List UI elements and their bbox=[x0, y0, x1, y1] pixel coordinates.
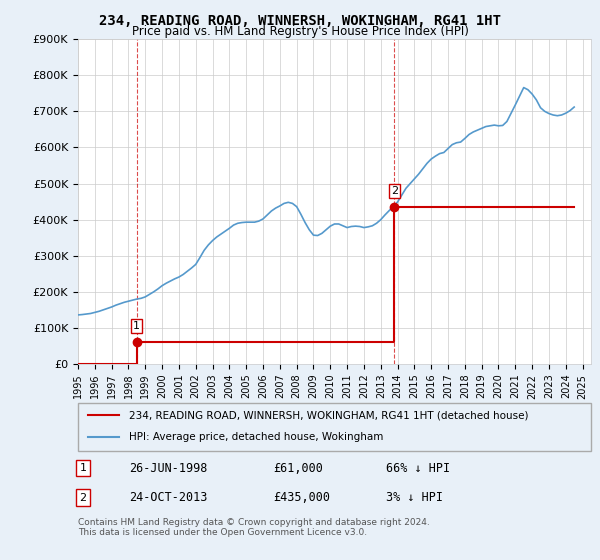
Text: 66% ↓ HPI: 66% ↓ HPI bbox=[386, 461, 450, 475]
Text: 234, READING ROAD, WINNERSH, WOKINGHAM, RG41 1HT: 234, READING ROAD, WINNERSH, WOKINGHAM, … bbox=[99, 14, 501, 28]
Text: 2: 2 bbox=[391, 186, 398, 196]
Text: 1: 1 bbox=[133, 321, 140, 331]
Text: Contains HM Land Registry data © Crown copyright and database right 2024.
This d: Contains HM Land Registry data © Crown c… bbox=[78, 518, 430, 538]
Text: 234, READING ROAD, WINNERSH, WOKINGHAM, RG41 1HT (detached house): 234, READING ROAD, WINNERSH, WOKINGHAM, … bbox=[130, 410, 529, 420]
Text: Price paid vs. HM Land Registry's House Price Index (HPI): Price paid vs. HM Land Registry's House … bbox=[131, 25, 469, 38]
Text: 2: 2 bbox=[80, 493, 86, 502]
Text: HPI: Average price, detached house, Wokingham: HPI: Average price, detached house, Woki… bbox=[130, 432, 383, 441]
Text: 24-OCT-2013: 24-OCT-2013 bbox=[130, 491, 208, 504]
Text: 3% ↓ HPI: 3% ↓ HPI bbox=[386, 491, 443, 504]
Text: £435,000: £435,000 bbox=[273, 491, 330, 504]
Text: 26-JUN-1998: 26-JUN-1998 bbox=[130, 461, 208, 475]
Text: £61,000: £61,000 bbox=[273, 461, 323, 475]
Text: 1: 1 bbox=[80, 463, 86, 473]
